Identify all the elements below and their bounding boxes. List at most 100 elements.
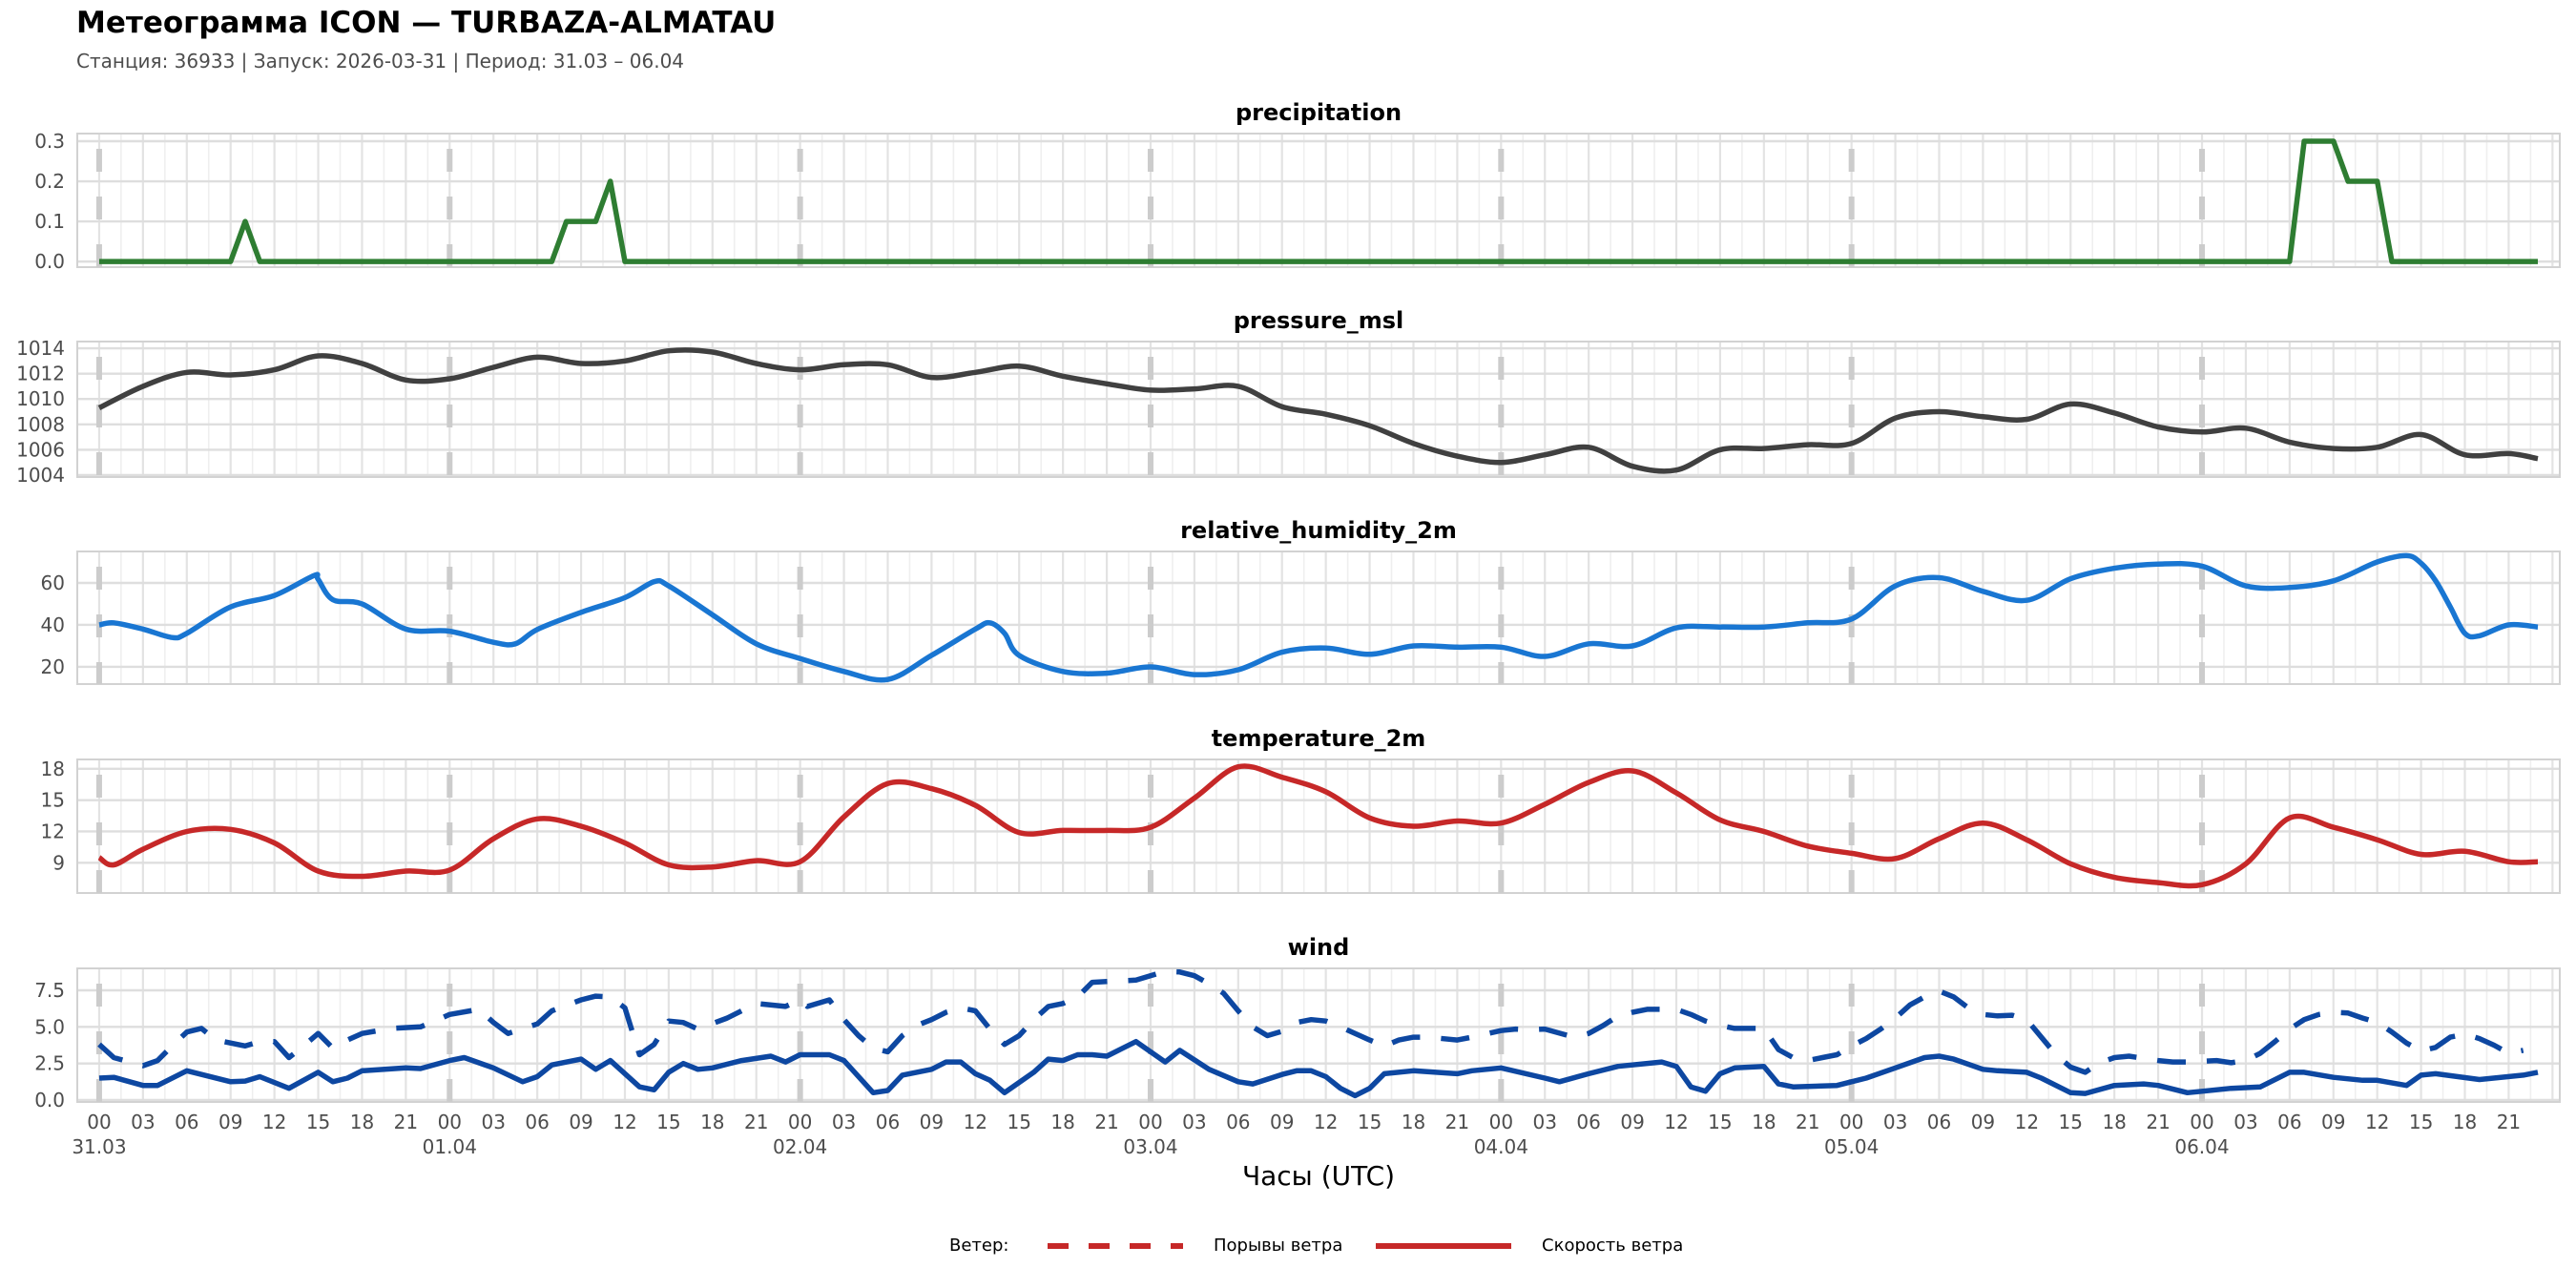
y-tick-label: 7.5 [34,979,65,1002]
x-date-label: 02.04 [773,1135,827,1158]
x-tick-label: 09 [1971,1111,1995,1133]
x-tick-label: 12 [2365,1111,2389,1133]
series-line-wind-speed [98,1038,2539,1099]
x-tick-label: 15 [656,1111,680,1133]
panel-precipitation: precipitation 0.0 0.1 0.2 0.3 [34,99,2561,273]
series-line-temperature-2m [97,763,2539,889]
x-tick-label: 18 [350,1111,374,1133]
x-tick-label: 12 [613,1111,636,1133]
chart-subtitle: Станция: 36933 | Запуск: 2026-03-31 | Пе… [76,50,685,73]
x-tick-label: 15 [2409,1111,2433,1133]
panel-title: precipitation [1236,99,1402,126]
x-tick-label: 18 [1752,1111,1776,1133]
panel-wind: wind 0.0 2.5 5.0 7.5 [34,934,2561,1111]
x-tick-label: 18 [2453,1111,2477,1133]
chart-title: Метеограмма ICON — TURBAZA-ALMATAU [76,6,777,40]
y-tick-label: 12 [41,820,65,842]
x-tick-label: 09 [1620,1111,1644,1133]
x-tick-label: 06 [2277,1111,2301,1133]
x-tick-label: 21 [2497,1111,2521,1133]
x-date-label: 06.04 [2174,1135,2229,1158]
y-tick-label: 60 [41,571,65,594]
x-tick-label: 00 [1839,1111,1863,1133]
y-tick-label: 9 [52,851,65,874]
x-tick-label: 06 [1576,1111,1600,1133]
y-tick-label: 1014 [16,337,65,360]
x-tick-label: 15 [306,1111,330,1133]
x-tick-label: 21 [2146,1111,2170,1133]
legend-speed-swatch [1376,1243,1511,1249]
legend-gust-label: Порывы ветра [1214,1236,1343,1256]
x-tick-label: 00 [87,1111,111,1133]
x-tick-label: 18 [2102,1111,2126,1133]
series-line-pressure-msl [97,347,2539,474]
y-tick-label: 1012 [16,363,65,385]
legend-title: Ветер: [949,1236,1009,1256]
panel-title: pressure_msl [1234,307,1404,334]
x-tick-label: 12 [262,1111,286,1133]
x-tick-label: 03 [832,1111,856,1133]
panel-title: wind [1288,934,1350,961]
series-line-relative-humidity-2m [98,552,2539,683]
series-line-precipitation [99,138,2538,264]
panel-frame [76,967,2561,1103]
x-date-label: 01.04 [423,1135,477,1158]
x-tick-label: 15 [2059,1111,2083,1133]
x-tick-label: 09 [218,1111,242,1133]
x-tick-label: 18 [700,1111,724,1133]
panel-title: temperature_2m [1212,725,1426,752]
x-date-label: 04.04 [1474,1135,1528,1158]
x-tick-label: 00 [1138,1111,1162,1133]
x-tick-label: 00 [438,1111,462,1133]
legend-gust-swatch [1048,1243,1183,1249]
x-tick-label: 15 [1358,1111,1381,1133]
x-tick-label: 06 [1226,1111,1250,1133]
x-tick-label: 21 [1445,1111,1469,1133]
y-tick-label: 18 [41,758,65,780]
y-tick-label: 20 [41,655,65,678]
x-tick-label: 21 [1796,1111,1819,1133]
y-tick-label: 0.3 [34,130,65,153]
x-tick-label: 03 [131,1111,155,1133]
y-tick-label: 15 [41,789,65,812]
series-line-gusts [97,968,2524,1075]
y-tick-label: 0.0 [34,1089,65,1111]
x-tick-label: 09 [920,1111,944,1133]
x-tick-label: 06 [525,1111,549,1133]
x-axis-label: Часы (UTC) [1242,1160,1395,1192]
panel-frame [76,758,2561,894]
y-tick-label: 5.0 [34,1015,65,1038]
x-tick-label: 03 [1533,1111,1557,1133]
x-tick-label: 09 [1270,1111,1294,1133]
x-tick-label: 15 [1708,1111,1732,1133]
legend-speed-label: Скорость ветра [1542,1236,1684,1256]
x-date-label: 03.04 [1123,1135,1177,1158]
x-tick-label: 12 [964,1111,987,1133]
y-tick-label: 0.0 [34,250,65,273]
x-date-label: 05.04 [1824,1135,1879,1158]
panel-relative-humidity-2m: relative_humidity_2m 20 40 60 [41,517,2561,685]
y-tick-label: 0.1 [34,210,65,233]
x-tick-label: 12 [1314,1111,1338,1133]
panel-frame [76,551,2561,685]
x-tick-label: 06 [876,1111,900,1133]
x-tick-label: 21 [394,1111,418,1133]
x-tick-label: 03 [2233,1111,2257,1133]
x-tick-label: 09 [569,1111,592,1133]
x-tick-label: 03 [1883,1111,1907,1133]
y-tick-label: 1004 [16,464,65,487]
y-tick-label: 1006 [16,438,65,461]
x-tick-label: 21 [1094,1111,1118,1133]
y-tick-label: 40 [41,613,65,636]
y-tick-label: 1010 [16,387,65,410]
x-tick-label: 00 [788,1111,812,1133]
panel-temperature-2m: temperature_2m 9 12 15 18 [41,725,2561,894]
x-tick-label: 21 [744,1111,768,1133]
y-tick-label: 1008 [16,413,65,436]
x-tick-label: 12 [2015,1111,2039,1133]
x-axis: 00 03 06 09 12 15 18 21 00 03 06 09 12 15 18 21 00 03 06 09… [72,1111,2521,1192]
x-tick-label: 15 [1008,1111,1031,1133]
panel-title: relative_humidity_2m [1180,517,1457,544]
